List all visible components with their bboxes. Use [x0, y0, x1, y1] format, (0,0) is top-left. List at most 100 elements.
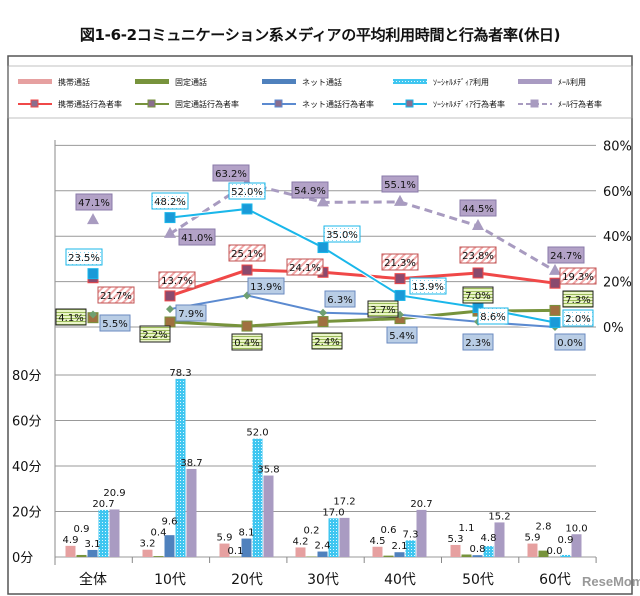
data-label-box	[562, 309, 594, 327]
line-value-label: 23.8%	[462, 251, 494, 262]
data-label-box	[65, 248, 103, 266]
data-label-box	[381, 175, 419, 193]
x-tick-label: 30代	[307, 572, 339, 588]
bar-value-label: 4.8	[481, 533, 497, 544]
data-label-box	[228, 244, 266, 262]
data-label-box	[324, 290, 356, 308]
x-tick-label: 10代	[154, 572, 186, 588]
bar-value-label: 20.7	[410, 499, 432, 510]
marker-square	[164, 290, 176, 302]
bar-value-label: 38.7	[180, 458, 202, 469]
line-value-label: 25.1%	[231, 249, 263, 260]
line-value-label: 8.6%	[480, 312, 505, 323]
legend-label: 固定通話	[175, 77, 207, 87]
bar-value-label: 2.4	[315, 541, 331, 552]
marker-square	[164, 212, 176, 224]
x-tick-label: 20代	[231, 572, 263, 588]
data-label-box	[139, 325, 171, 343]
y-tick-label-right: 20%	[603, 276, 632, 291]
bar-ソーシャルメディア利用	[560, 554, 571, 557]
legend-swatch-3	[262, 79, 296, 84]
line-value-label: 48.2%	[154, 197, 186, 208]
marker-square	[472, 267, 484, 279]
legend-label: 携帯通話行為者率	[58, 99, 122, 109]
x-tick-label: 50代	[462, 572, 494, 588]
marker-square	[87, 268, 99, 280]
line-value-label: 0.0%	[557, 338, 582, 349]
line-value-label: 7.0%	[465, 291, 490, 302]
data-label-box	[459, 246, 497, 264]
bar-メール利用	[263, 475, 274, 557]
y-tick-label-left: 40分	[12, 460, 42, 475]
data-label-box	[367, 300, 399, 318]
bar-ソーシャルメディア利用	[328, 518, 339, 557]
bar-携帯通話	[295, 547, 306, 557]
y-tick-label-right: 40%	[603, 230, 632, 245]
marker-triangle	[549, 263, 561, 275]
bar-value-label: 4.2	[293, 536, 309, 547]
bar-value-label: 17.2	[333, 496, 355, 507]
bar-value-label: 20.9	[103, 488, 125, 499]
bar-value-label: 35.8	[257, 465, 279, 476]
bar-ソーシャルメディア利用	[252, 438, 263, 557]
bar-value-label: 0.9	[74, 524, 90, 535]
bar-value-label: 15.2	[488, 511, 510, 522]
bar-value-label: 0.4	[151, 528, 167, 539]
bar-value-label: 3.1	[85, 539, 101, 550]
bar-ネット通話	[317, 551, 328, 557]
data-label-box	[228, 182, 266, 200]
legend-frame	[7, 65, 633, 119]
line-value-label: 3.7%	[370, 305, 395, 316]
line-value-label: 7.9%	[178, 309, 203, 320]
data-label-box	[97, 286, 135, 304]
data-label-box	[409, 277, 447, 295]
marker-triangle	[87, 213, 99, 225]
bar-ネット通話	[394, 552, 405, 557]
line-value-label: 4.1%	[58, 313, 83, 324]
line-value-label: 63.2%	[215, 169, 247, 180]
data-label-box	[386, 326, 418, 344]
legend-marker-3	[274, 99, 283, 108]
bar-value-label: 17.0	[322, 507, 344, 518]
bar-固定通話	[538, 550, 549, 557]
line-value-label: 5.5%	[102, 319, 127, 330]
line-value-label: 44.5%	[462, 204, 494, 215]
bar-固定通話	[153, 556, 164, 557]
y-tick-label-right: 0%	[603, 321, 624, 336]
bar-ネット通話	[241, 538, 252, 557]
bar-携帯通話	[372, 546, 383, 557]
bar-ソーシャルメディア利用	[175, 378, 186, 557]
line-value-label: 2.3%	[465, 338, 490, 349]
data-label-box	[462, 286, 494, 304]
data-label-box	[212, 164, 250, 182]
bar-メール利用	[339, 517, 350, 557]
x-tick-label: 全体	[79, 571, 107, 588]
line-value-label: 55.1%	[384, 180, 416, 191]
bar-value-label: 0.2	[304, 525, 320, 536]
bar-value-label: 0.1	[228, 546, 244, 557]
bar-固定通話	[383, 555, 394, 557]
legend-marker-5	[530, 99, 539, 108]
data-label-box	[547, 246, 585, 264]
marker-square	[241, 264, 253, 276]
marker-square	[549, 316, 561, 328]
line-value-label: 19.3%	[562, 272, 594, 283]
bar-value-label: 3.2	[140, 539, 156, 550]
bar-value-label: 2.1	[392, 541, 408, 552]
data-label-box	[158, 271, 196, 289]
bar-value-label: 0.9	[558, 535, 574, 546]
y-tick-label-left: 80分	[12, 369, 42, 384]
data-label-box	[554, 333, 586, 351]
line-value-label: 2.4%	[314, 337, 339, 348]
bar-携帯通話	[219, 543, 230, 557]
data-label-box	[231, 333, 263, 351]
marker-square	[241, 203, 253, 215]
line-value-label: 2.0%	[565, 314, 590, 325]
bar-value-label: 4.9	[63, 535, 79, 546]
line-value-label: 13.9%	[412, 282, 444, 293]
line-value-label: 21.7%	[100, 291, 132, 302]
marker-square	[394, 289, 406, 301]
legend-swatch-5	[518, 79, 552, 84]
bar-メール利用	[186, 468, 197, 557]
line-value-label: 5.4%	[389, 331, 414, 342]
